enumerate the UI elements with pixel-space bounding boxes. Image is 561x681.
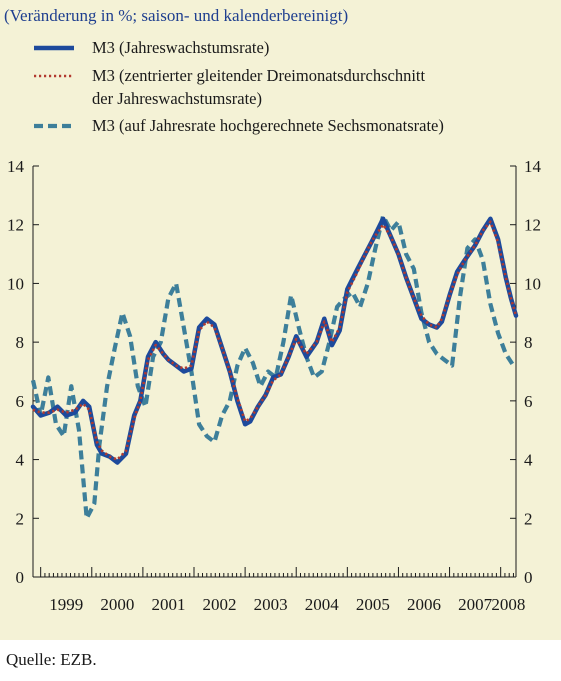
x-year-label: 2001 xyxy=(151,595,185,614)
x-year-label: 1999 xyxy=(49,595,83,614)
line-chart: M3 (Jahreswachstumsrate) M3 (zentrierter … xyxy=(7,38,542,614)
y-tick-label-right: 2 xyxy=(524,509,533,528)
chart-subtitle: (Veränderung in %; saison- und kalenderb… xyxy=(4,6,349,25)
y-tick-label-left: 10 xyxy=(7,274,24,293)
series-line-dotted xyxy=(32,220,518,461)
y-tick-label-left: 4 xyxy=(16,451,25,470)
legend-label-2: der Jahreswachstumsrate) xyxy=(92,89,262,108)
x-year-label: 2006 xyxy=(407,595,441,614)
legend-label-2: M3 (zentrierter gleitender Dreimonatsdur… xyxy=(92,66,426,85)
x-year-label: 2007 xyxy=(458,595,493,614)
y-tick-label-left: 12 xyxy=(7,216,24,235)
y-tick-label-left: 14 xyxy=(7,157,25,176)
legend: M3 (Jahreswachstumsrate) M3 (zentrierter … xyxy=(34,38,444,135)
legend-label-3: M3 (auf Jahresrate hochgerechnete Sechsm… xyxy=(92,116,444,135)
series-line-dashed xyxy=(30,213,516,521)
y-tick-label-left: 0 xyxy=(16,568,25,587)
x-year-label: 2005 xyxy=(356,595,390,614)
y-tick-label-right: 0 xyxy=(524,568,533,587)
chart-frame xyxy=(0,0,561,640)
legend-label-1: M3 (Jahreswachstumsrate) xyxy=(92,38,269,57)
x-year-label: 2000 xyxy=(100,595,134,614)
y-tick-label-left: 2 xyxy=(16,509,25,528)
y-tick-label-right: 6 xyxy=(524,392,533,411)
series-line-solid xyxy=(30,216,519,465)
y-tick-label-right: 12 xyxy=(524,216,541,235)
y-tick-label-right: 14 xyxy=(524,157,542,176)
y-tick-label-left: 8 xyxy=(16,333,25,352)
x-year-label: 2002 xyxy=(203,595,237,614)
y-tick-label-right: 8 xyxy=(524,333,533,352)
x-year-label: 2008 xyxy=(491,595,525,614)
y-tick-label-right: 10 xyxy=(524,274,541,293)
plot-area: 0 0 2 2 4 4 6 6 8 8 10 10 12 12 14 14 1999 2000 2001 2002 20… xyxy=(7,157,542,614)
x-year-label: 2004 xyxy=(305,595,340,614)
y-tick-label-right: 4 xyxy=(524,451,533,470)
source-note: Quelle: EZB. xyxy=(6,650,97,669)
y-tick-label-left: 6 xyxy=(16,392,25,411)
x-year-label: 2003 xyxy=(254,595,288,614)
